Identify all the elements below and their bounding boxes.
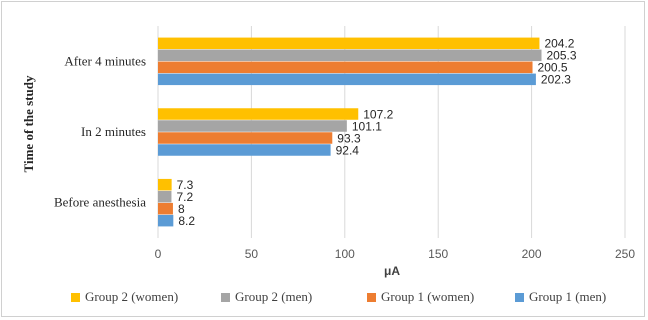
data-label: 92.4 (336, 143, 360, 157)
x-tick-label: 250 (615, 247, 635, 261)
legend: Group 2 (women) Group 2 (men) Group 1 (wom… (71, 289, 606, 304)
bar (158, 61, 533, 74)
data-label: 204.2 (544, 37, 574, 51)
x-tick-label: 200 (522, 247, 542, 261)
x-tick-label: 50 (245, 247, 259, 261)
data-label: 205.3 (547, 49, 577, 63)
bar (158, 202, 173, 215)
legend-item-label: Group 1 (men) (529, 289, 606, 304)
data-label: 8.2 (178, 214, 195, 228)
category-label: After 4 minutes (64, 53, 146, 68)
bar (158, 37, 540, 50)
bar (158, 190, 172, 203)
data-label: 8 (178, 202, 185, 216)
bar (158, 214, 174, 227)
bar (158, 178, 172, 191)
grid-lines (157, 26, 626, 238)
data-label: 93.3 (337, 131, 361, 145)
bar (158, 73, 536, 86)
data-label: 200.5 (538, 61, 568, 75)
x-tick-label: 100 (335, 247, 355, 261)
legend-swatch (221, 293, 230, 302)
bar (158, 132, 333, 144)
y-axis-title: Time of the study (21, 75, 36, 172)
bars (158, 37, 542, 227)
legend-item-label: Group 2 (women) (85, 289, 178, 304)
data-label: 7.3 (177, 178, 194, 192)
legend-item-label: Group 2 (men) (235, 289, 312, 304)
x-tick-label: 150 (428, 247, 448, 261)
x-axis-title: μA (384, 264, 400, 278)
bar (158, 120, 347, 132)
legend-swatch (71, 293, 80, 302)
data-labels: 8.287.27.392.493.3101.1107.2202.3200.520… (176, 37, 576, 228)
bar (158, 49, 542, 62)
data-label: 7.2 (176, 190, 193, 204)
category-label: In 2 minutes (81, 124, 146, 139)
data-label: 202.3 (541, 73, 571, 87)
bar (158, 108, 359, 120)
legend-swatch (367, 293, 376, 302)
axes: 0 50 100 150 200 250 Before anesthesia In 2 min… (54, 53, 635, 261)
legend-item-label: Group 1 (women) (381, 289, 474, 304)
data-label: 101.1 (352, 119, 382, 133)
x-tick-label: 0 (155, 247, 162, 261)
bar (158, 144, 331, 156)
category-label: Before anesthesia (54, 195, 146, 210)
legend-swatch (515, 293, 524, 302)
data-label: 107.2 (363, 107, 393, 121)
